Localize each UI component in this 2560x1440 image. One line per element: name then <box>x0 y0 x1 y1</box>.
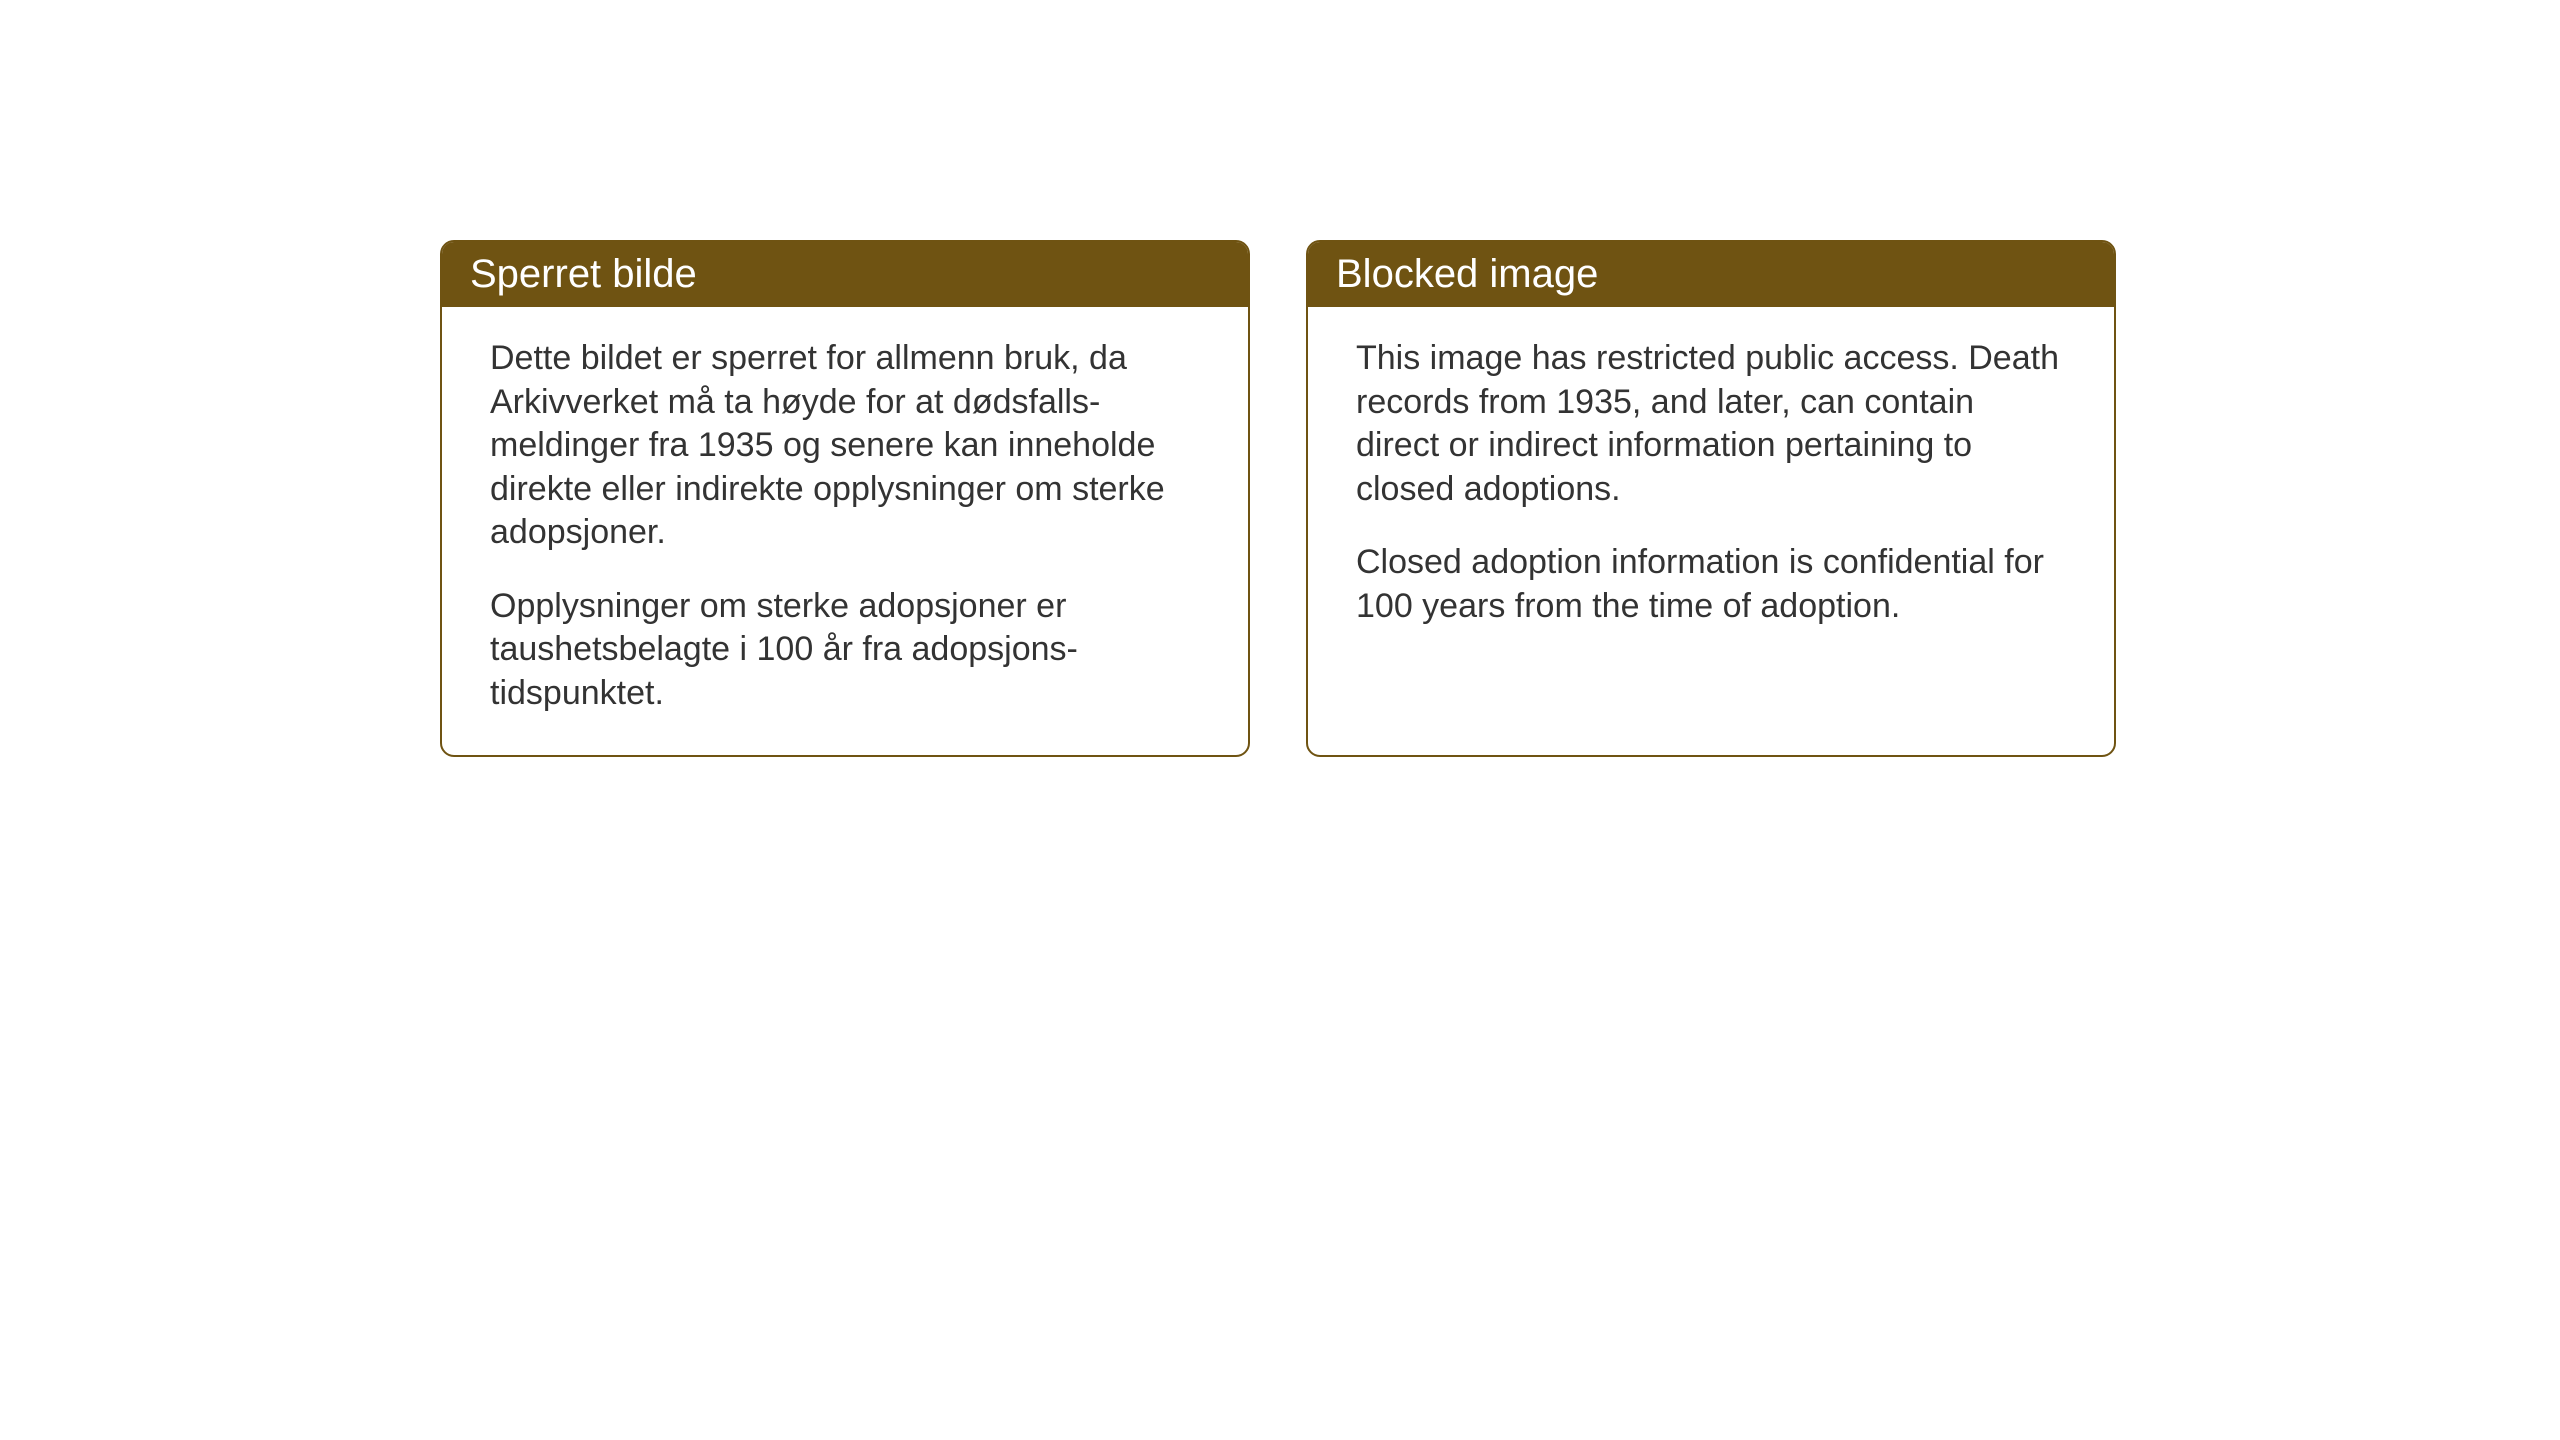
notice-container: Sperret bilde Dette bildet er sperret fo… <box>440 240 2116 757</box>
notice-paragraph-2-english: Closed adoption information is confident… <box>1356 541 2066 628</box>
notice-header-norwegian: Sperret bilde <box>442 242 1248 307</box>
notice-card-english: Blocked image This image has restricted … <box>1306 240 2116 757</box>
notice-title-norwegian: Sperret bilde <box>470 252 697 296</box>
notice-card-norwegian: Sperret bilde Dette bildet er sperret fo… <box>440 240 1250 757</box>
notice-header-english: Blocked image <box>1308 242 2114 307</box>
notice-body-norwegian: Dette bildet er sperret for allmenn bruk… <box>442 307 1248 755</box>
notice-paragraph-1-norwegian: Dette bildet er sperret for allmenn bruk… <box>490 337 1200 555</box>
notice-paragraph-2-norwegian: Opplysninger om sterke adopsjoner er tau… <box>490 585 1200 716</box>
notice-body-english: This image has restricted public access.… <box>1308 307 2114 747</box>
notice-paragraph-1-english: This image has restricted public access.… <box>1356 337 2066 511</box>
notice-title-english: Blocked image <box>1336 252 1598 296</box>
